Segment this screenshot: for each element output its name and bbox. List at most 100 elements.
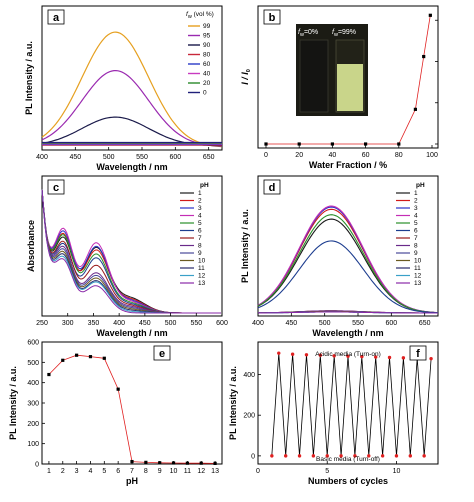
panel-tag-box: [409, 345, 427, 361]
legend-title: pH: [416, 182, 425, 189]
x-tick-label: 450: [139, 320, 151, 327]
series-line: [266, 15, 431, 145]
data-point: [283, 454, 288, 458]
x-axis-label: Numbers of cycles: [308, 476, 388, 486]
legend-entry: 9: [198, 250, 202, 257]
legend-entry: 80: [203, 52, 211, 59]
x-tick-label: 2: [61, 468, 65, 475]
data-point: [61, 358, 65, 362]
legend-entry: 99: [203, 23, 211, 30]
x-tick-label: 550: [190, 320, 202, 327]
data-point: [408, 454, 413, 458]
inset-label-99: fw=99%: [332, 29, 356, 38]
x-tick-label: 550: [136, 154, 148, 161]
x-tick-label: 500: [165, 320, 177, 327]
legend-entry: 2: [414, 198, 418, 205]
legend-entry: 8: [198, 243, 202, 250]
panel-tag-box: [153, 345, 171, 361]
x-tick-label: 10: [393, 468, 401, 475]
y-axis-label: I / I0: [240, 69, 252, 85]
data-point: [75, 353, 79, 357]
panel-c: 250 300 350 400 450 500 550 600 Wavelength / nm A…: [26, 175, 228, 338]
legend-entry: 1: [198, 190, 202, 197]
x-tick-label: 5: [102, 468, 106, 475]
series-line-ph-6: [257, 240, 438, 314]
panel-tag-box: [47, 9, 65, 25]
x-axis-label: Water Fraction / %: [309, 160, 387, 170]
legend-entry: 90: [203, 42, 211, 49]
data-point: [297, 454, 302, 458]
legend-entry: 12: [198, 273, 206, 280]
data-point: [397, 142, 401, 146]
x-tick-label: 3: [75, 468, 79, 475]
legend-entry: 11: [198, 265, 205, 272]
panel-tag-f: f: [416, 348, 420, 360]
legend-entry: 4: [198, 213, 202, 220]
data-point: [387, 355, 392, 360]
y-tick-label: 200: [243, 413, 255, 420]
panel-f: 0 5 10 0 200 400 Numbers of cycles PL Intensity…: [228, 341, 439, 486]
x-tick-label: 600: [385, 320, 397, 327]
y-tick-label: 400: [27, 380, 39, 387]
data-point: [422, 54, 426, 59]
legend-entry: 7: [198, 235, 202, 242]
x-tick-label: 20: [295, 152, 303, 159]
data-point: [339, 454, 343, 458]
data-point: [413, 107, 417, 111]
panel-tag-box: [263, 179, 281, 195]
x-tick-label: 250: [36, 320, 48, 327]
y-tick-label: 400: [243, 372, 255, 379]
x-tick-label: 6: [116, 468, 120, 475]
legend-entry: 5: [414, 220, 418, 227]
inset-label-0: fw=0%: [298, 29, 318, 38]
y-tick-label: 0: [251, 453, 255, 460]
x-tick-label: 400: [36, 154, 48, 161]
panel-e: 1 2 3 4 5 6 7 8 9 10 11 12 130100200300400500600pHPL…: [8, 340, 223, 486]
plot-frame: [41, 175, 223, 317]
x-tick-label: 500: [319, 320, 331, 327]
x-tick-label: 450: [69, 154, 81, 161]
annotation-basic: Basic media (Turn-off): [316, 456, 380, 463]
legend-entry: 20: [203, 80, 211, 87]
x-axis-label: pH: [126, 476, 138, 486]
y-tick-label: 0: [35, 462, 39, 469]
x-tick-label: 0: [256, 468, 260, 475]
legend-entry: 10: [414, 258, 422, 265]
panel-b: fw=0% fw=99% 0 20 40 60 80 100 Water Fraction / …: [240, 5, 439, 170]
plot-frame: [257, 175, 439, 317]
data-point: [394, 454, 399, 458]
x-tick-label: 1: [47, 468, 51, 475]
series-line: [48, 354, 216, 464]
x-tick-label: 40: [329, 152, 337, 159]
data-point: [304, 353, 309, 357]
y-axis-label: PL Intensity / a.u.: [8, 366, 18, 440]
legend-entry: 40: [203, 71, 211, 78]
x-tick-label: 9: [158, 468, 162, 475]
series-line-fw-95: [41, 69, 223, 147]
legend-entry: 2: [198, 198, 202, 205]
y-tick-label: 300: [27, 401, 39, 408]
data-point: [364, 142, 368, 146]
data-point: [318, 353, 323, 357]
x-tick-label: 100: [426, 152, 438, 159]
data-point: [297, 142, 301, 146]
series-line-ph-1: [257, 218, 438, 314]
plot-frame: [41, 341, 223, 465]
legend-entry: 11: [414, 265, 421, 272]
data-point: [380, 454, 385, 458]
vial-99-glow: [337, 64, 363, 111]
x-tick-label: 11: [184, 468, 191, 475]
legend-entry: 5: [198, 220, 202, 227]
panel-tag-box: [263, 9, 281, 25]
data-point: [277, 351, 281, 355]
x-tick-label: 650: [419, 320, 431, 327]
series-line-ph-13: [41, 189, 221, 314]
legend-entry: 8: [414, 243, 418, 250]
legend-entry: 7: [414, 235, 418, 242]
panel-tag-a: a: [53, 12, 60, 24]
x-axis-label: Wavelength / nm: [312, 328, 383, 338]
x-tick-label: 300: [62, 320, 74, 327]
x-tick-label: 500: [103, 154, 115, 161]
